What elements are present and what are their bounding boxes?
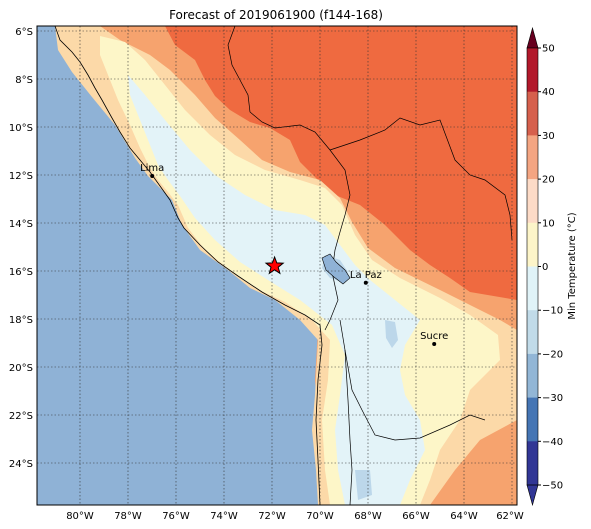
- colorbar-tick-label: 20: [542, 175, 555, 186]
- country-border: [339, 319, 486, 441]
- colorbar-tick-label: −40: [542, 437, 563, 448]
- colorbar-segment: [527, 310, 538, 355]
- country-border: [329, 117, 513, 241]
- lon-tick-label: 70°W: [306, 511, 334, 522]
- land-band-30-40: [165, 26, 517, 300]
- colorbar-segment: [527, 135, 538, 180]
- lat-axis: 6°S 8°S 10°S 12°S 14°S 16°S 18°S 20°S 22…: [9, 27, 33, 470]
- star-marker: [264, 255, 285, 275]
- land-band-neg10-0: [128, 75, 425, 505]
- lat-tick-label: 16°S: [9, 267, 33, 278]
- lon-tick-label: 62°W: [496, 511, 524, 522]
- colorbar-tick-label: −50: [542, 481, 563, 492]
- colorbar-tick-label: −20: [542, 349, 563, 360]
- lat-tick-label: 8°S: [15, 75, 33, 86]
- lon-tick-label: 76°W: [162, 511, 190, 522]
- lat-tick-label: 6°S: [15, 27, 33, 38]
- map-frame: [36, 25, 518, 506]
- colorbar-segment: [527, 266, 538, 311]
- city-dot: [363, 280, 368, 285]
- marker-layer: [264, 255, 285, 275]
- lat-tick-label: 24°S: [9, 459, 33, 470]
- colorbar-segment: [527, 353, 538, 399]
- colorbar-segment: [527, 222, 538, 267]
- lon-axis: 80°W 78°W 76°W 74°W 72°W 70°W 68°W 66°W …: [66, 511, 524, 522]
- lake-titicaca: [321, 253, 351, 285]
- colorbar-label: Min Temperature (°C): [567, 212, 578, 319]
- colorbar-segment: [527, 48, 538, 93]
- colorbar-tick-label: 40: [542, 87, 555, 98]
- lat-tick-label: 20°S: [9, 363, 33, 374]
- colorbar-tick-label: −10: [542, 306, 563, 317]
- lat-tick-label: 18°S: [9, 315, 33, 326]
- cold-patch: [385, 320, 398, 348]
- lon-tick-label: 68°W: [354, 511, 382, 522]
- lon-tick-label: 74°W: [210, 511, 238, 522]
- lon-tick-label: 64°W: [450, 511, 478, 522]
- colorbar-tick-label: −30: [542, 393, 563, 404]
- city-dot: [432, 342, 437, 346]
- colorbar-tick-label: 10: [542, 218, 555, 229]
- city-dot: [150, 174, 155, 178]
- colorbar: 50 40 30 20 10 0 −10 −20 −30 −40 −50: [526, 26, 563, 507]
- lon-tick-label: 78°W: [114, 511, 142, 522]
- city-label: Sucre: [420, 331, 448, 342]
- colorbar-segment: [527, 91, 538, 136]
- colorbar-segment: [527, 397, 538, 442]
- lat-tick-label: 10°S: [9, 123, 33, 134]
- lat-tick-label: 12°S: [9, 171, 33, 182]
- lat-tick-label: 22°S: [9, 411, 33, 422]
- country-border: [344, 349, 353, 505]
- map-title: Forecast of 2019061900 (f144-168): [169, 8, 383, 22]
- cities-layer: Lima La Paz Sucre: [140, 163, 448, 346]
- colorbar-tick-label: 0: [542, 262, 548, 273]
- lon-tick-label: 66°W: [402, 511, 430, 522]
- colorbar-segment: [527, 179, 538, 224]
- lon-tick-label: 80°W: [66, 511, 94, 522]
- colorbar-segment: [527, 441, 538, 486]
- colorbar-extend-bottom: [526, 484, 539, 507]
- city-label: Lima: [140, 163, 164, 174]
- colorbar-tick-label: 50: [542, 44, 555, 55]
- lon-tick-label: 72°W: [258, 511, 286, 522]
- city-label: La Paz: [350, 270, 382, 281]
- colorbar-tick-label: 30: [542, 131, 555, 142]
- coastline: [54, 26, 323, 505]
- colorbar-extend-top: [526, 26, 539, 49]
- lat-tick-label: 14°S: [9, 219, 33, 230]
